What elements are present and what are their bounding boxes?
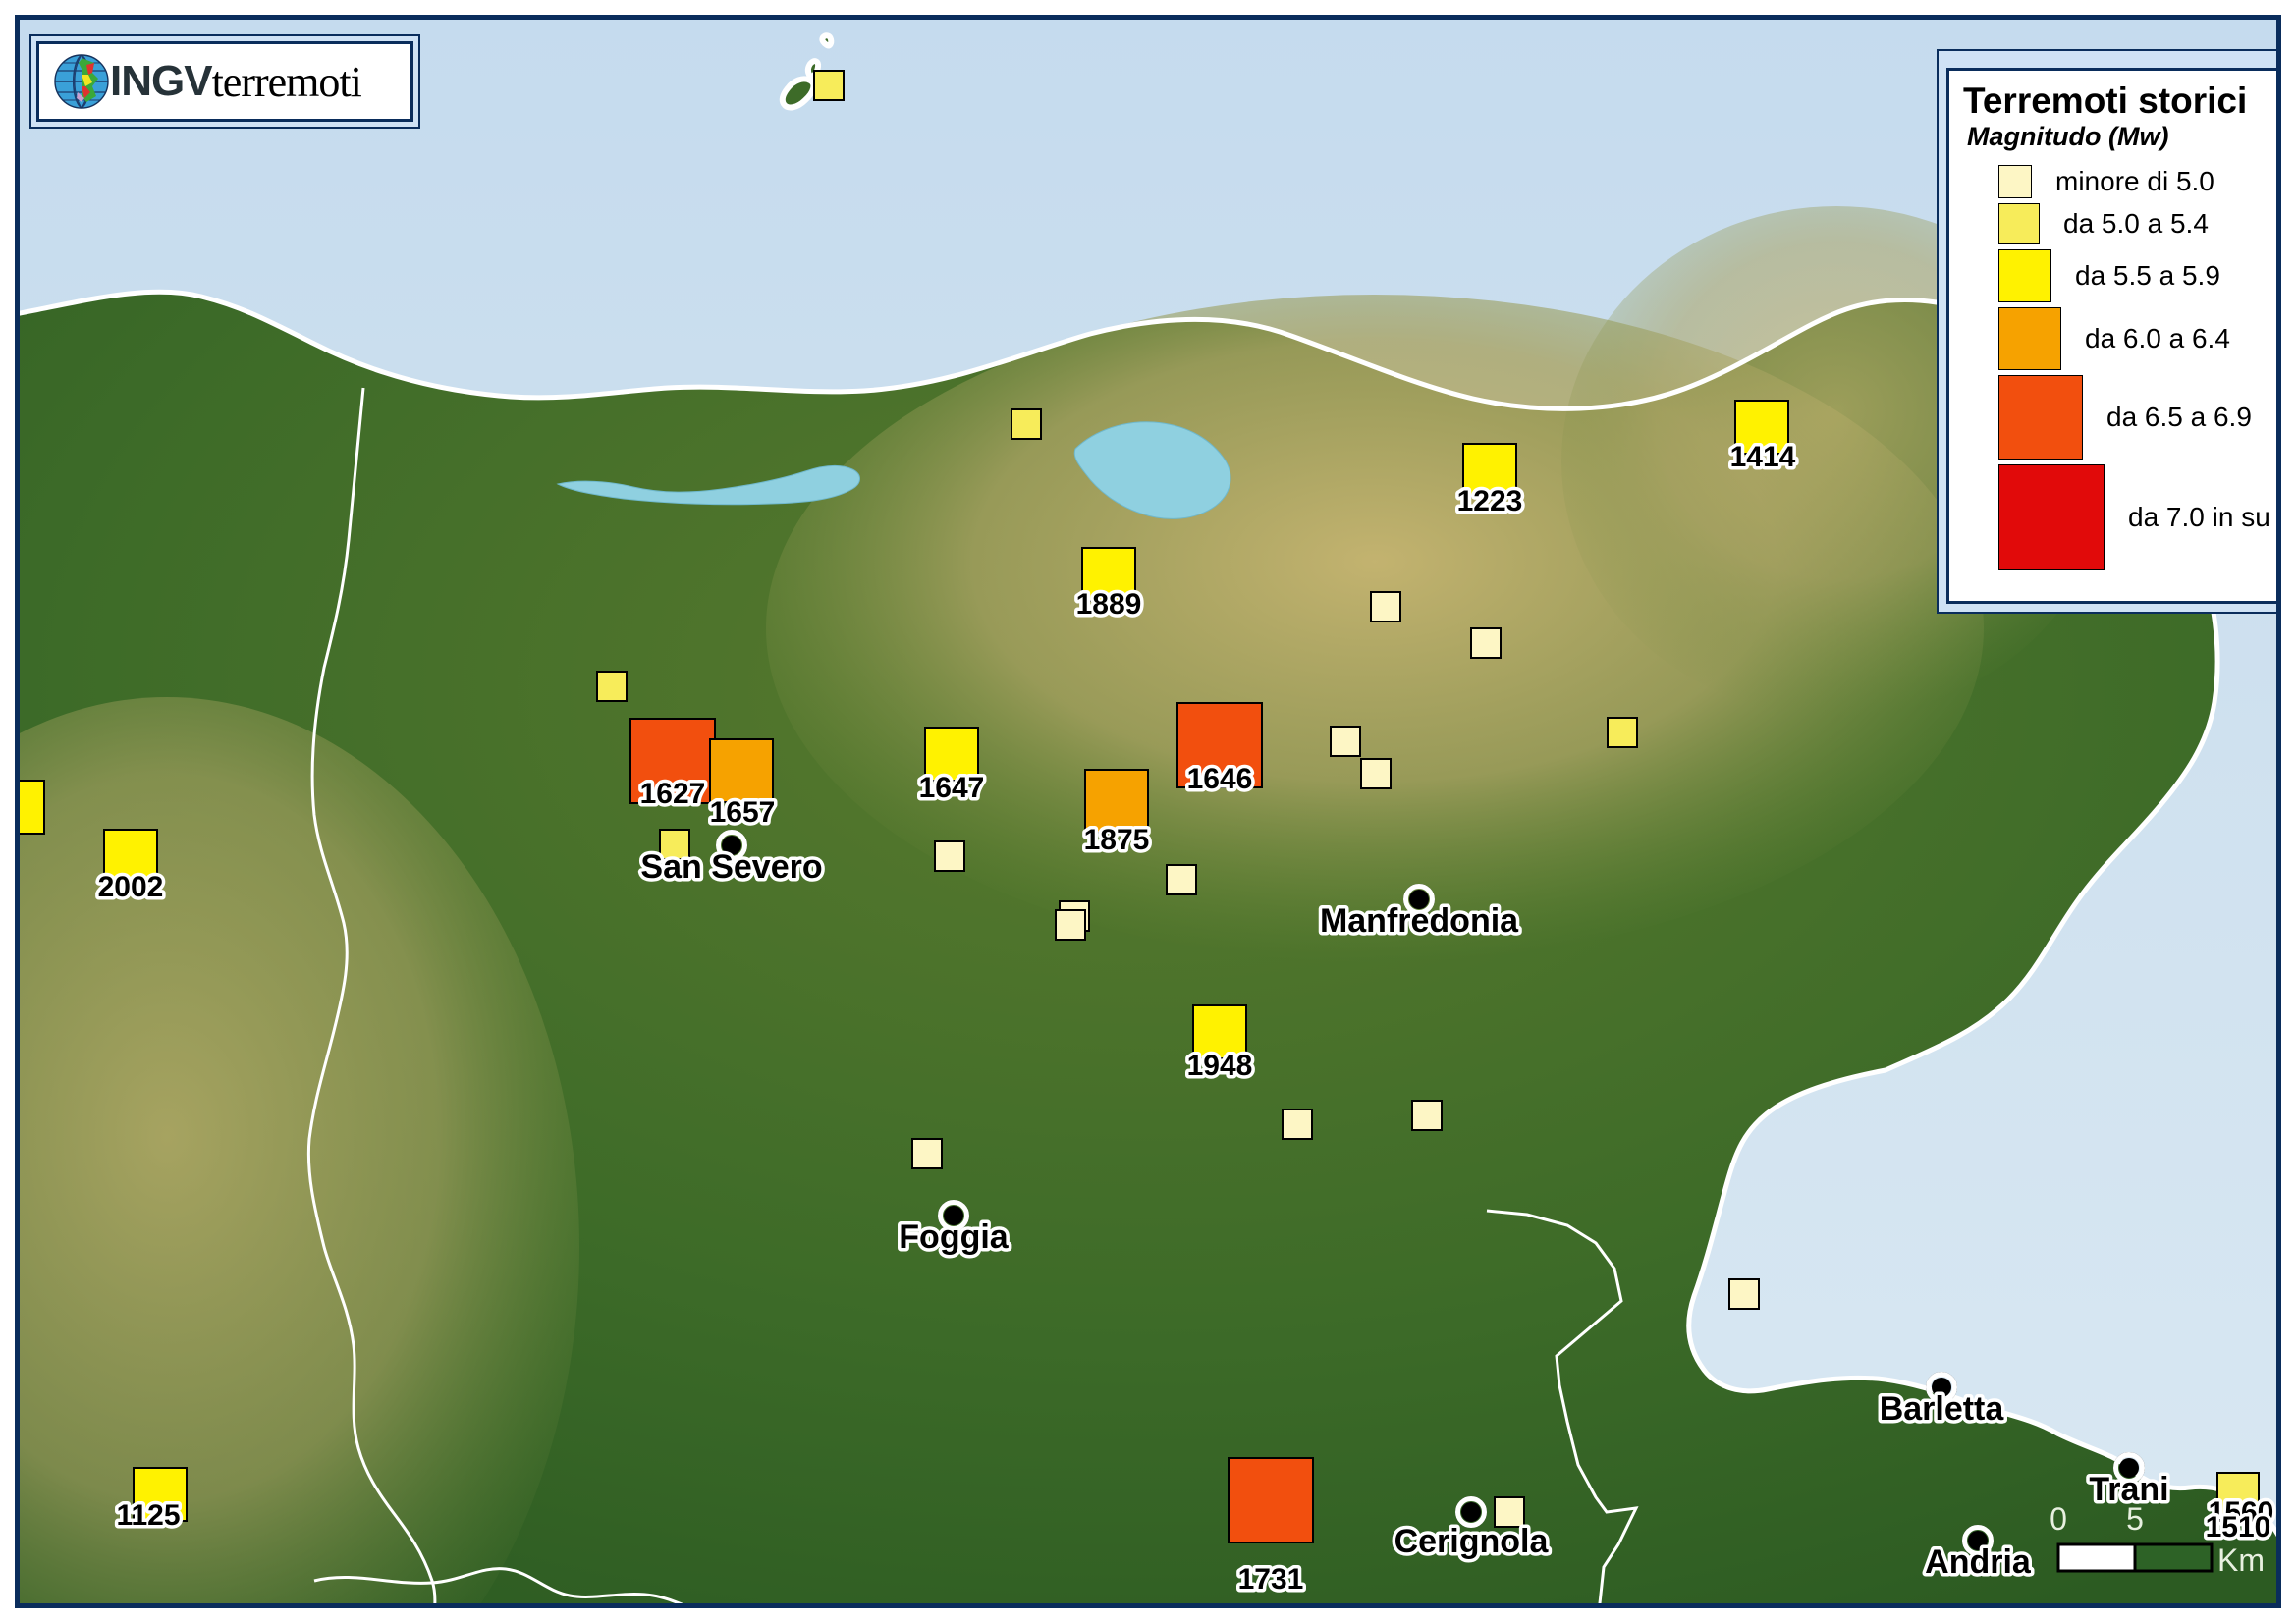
svg-text:1731: 1731 [1238, 1563, 1304, 1596]
svg-text:1657: 1657 [710, 796, 776, 829]
svg-text:1646: 1646 [1187, 763, 1253, 795]
svg-text:1889: 1889 [1076, 588, 1142, 621]
svg-text:1647: 1647 [919, 772, 985, 804]
svg-text:Manfredonia: Manfredonia [1320, 902, 1519, 940]
svg-text:1948: 1948 [1187, 1050, 1253, 1082]
svg-text:1223: 1223 [1457, 485, 1523, 517]
svg-text:Cerignola: Cerignola [1394, 1523, 1550, 1560]
svg-text:Andria: Andria [1925, 1543, 2032, 1581]
svg-text:Km: Km [2217, 1542, 2265, 1578]
svg-text:Foggia: Foggia [899, 1218, 1010, 1256]
svg-text:Barletta: Barletta [1880, 1390, 2005, 1428]
svg-text:5: 5 [2126, 1501, 2144, 1537]
svg-text:San Severo: San Severo [640, 848, 822, 886]
svg-text:0: 0 [2050, 1501, 2067, 1537]
svg-text:1627: 1627 [640, 778, 706, 810]
svg-text:1510: 1510 [2206, 1511, 2271, 1543]
svg-text:1125: 1125 [116, 1499, 180, 1532]
svg-text:2002: 2002 [98, 871, 164, 903]
svg-text:1414: 1414 [1730, 441, 1796, 473]
svg-text:1875: 1875 [1084, 824, 1150, 856]
